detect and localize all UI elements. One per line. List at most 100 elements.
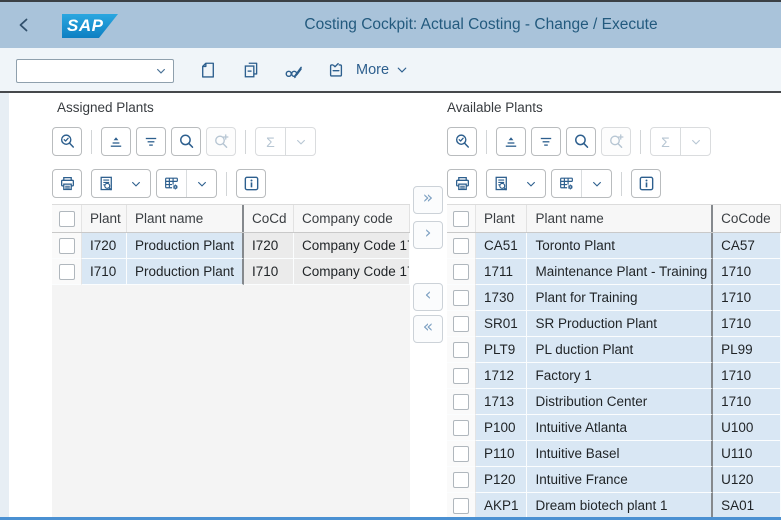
sap-window: SAP Costing Cockpit: Actual Costing - Ch… [0, 0, 781, 520]
toolbar-separator [621, 172, 622, 196]
row-checkbox[interactable] [453, 420, 469, 436]
layout-settings-button[interactable] [551, 169, 612, 198]
back-icon [16, 17, 32, 33]
cell-cocode: 1710 [713, 311, 781, 337]
sort-descending-icon [143, 134, 159, 150]
row-checkbox[interactable] [453, 472, 469, 488]
cell-cocode: 1710 [713, 285, 781, 311]
back-button[interactable] [14, 15, 34, 35]
variant-button[interactable] [324, 59, 348, 81]
print-button[interactable] [447, 169, 477, 198]
available-grid-toolbar-1: Σ [447, 127, 711, 156]
info-button[interactable] [236, 169, 266, 198]
chevron-down-icon [121, 170, 150, 197]
find-next-button [206, 127, 236, 156]
table-row[interactable]: 1711 Maintenance Plant - Training 1710 [447, 259, 781, 285]
cell-plant-name: Production Plant [127, 259, 244, 285]
create-button[interactable] [196, 59, 220, 81]
table-row[interactable]: 1713 Distribution Center 1710 [447, 389, 781, 415]
page-title: Costing Cockpit: Actual Costing - Change… [304, 16, 657, 34]
table-row[interactable]: CA51 Toronto Plant CA57 [447, 233, 781, 259]
chevron-left-icon: ‹ [425, 287, 432, 304]
table-row[interactable]: SR01 SR Production Plant 1710 [447, 311, 781, 337]
cell-plant-name: Distribution Center [527, 389, 713, 415]
column-header-plant[interactable]: Plant [82, 205, 127, 232]
table-row[interactable]: I710 Production Plant I710 Company Code … [52, 259, 410, 285]
cell-cocode: CA57 [713, 233, 781, 259]
views-button[interactable] [486, 169, 546, 198]
command-field[interactable] [16, 59, 174, 83]
find-button[interactable] [566, 127, 596, 156]
cell-plant-name: Dream biotech plant 1 [527, 493, 713, 517]
move-all-left-button[interactable]: « [413, 315, 443, 343]
table-row[interactable]: P100 Intuitive Atlanta U100 [447, 415, 781, 441]
row-checkbox[interactable] [453, 342, 469, 358]
print-icon [59, 175, 76, 192]
cell-plant-name: Toronto Plant [527, 233, 713, 259]
search-more-icon [608, 133, 625, 150]
row-checkbox[interactable] [453, 446, 469, 462]
table-row[interactable]: P120 Intuitive France U120 [447, 467, 781, 493]
chevron-down-icon [681, 128, 710, 155]
sort-descending-button[interactable] [136, 127, 166, 156]
sort-descending-button[interactable] [531, 127, 561, 156]
left-margin-strip [0, 93, 9, 517]
row-select-cell [447, 285, 476, 311]
column-header-plant-name[interactable]: Plant name [527, 205, 713, 232]
info-icon [243, 175, 260, 192]
sort-ascending-button[interactable] [101, 127, 131, 156]
select-all-cell [447, 205, 476, 232]
move-left-button[interactable]: ‹ [413, 283, 443, 311]
chevron-down-icon[interactable] [155, 65, 167, 77]
table-row[interactable]: 1712 Factory 1 1710 [447, 363, 781, 389]
row-select-cell [447, 337, 476, 363]
layout-settings-button[interactable] [156, 169, 217, 198]
select-all-checkbox[interactable] [453, 211, 469, 227]
sort-ascending-button[interactable] [496, 127, 526, 156]
details-button[interactable] [447, 127, 477, 156]
row-checkbox[interactable] [453, 264, 469, 280]
select-all-checkbox[interactable] [59, 211, 75, 227]
row-checkbox[interactable] [453, 290, 469, 306]
move-right-button[interactable]: › [413, 221, 443, 249]
command-input[interactable] [17, 60, 155, 82]
column-header-cocode[interactable]: CoCode [713, 205, 781, 232]
assigned-grid-toolbar-2 [52, 169, 266, 198]
toolbar-separator [245, 130, 246, 154]
column-header-plant[interactable]: Plant [476, 205, 527, 232]
copy-button[interactable] [239, 59, 263, 81]
cell-cocode: 1710 [713, 389, 781, 415]
row-select-cell [447, 441, 476, 467]
table-row[interactable]: AKP1 Dream biotech plant 1 SA01 [447, 493, 781, 517]
table-row[interactable]: P110 Intuitive Basel U110 [447, 441, 781, 467]
row-checkbox[interactable] [59, 238, 75, 254]
table-row[interactable]: 1730 Plant for Training 1710 [447, 285, 781, 311]
row-select-cell [52, 233, 82, 259]
total-split-button: Σ [650, 127, 711, 156]
row-checkbox[interactable] [453, 394, 469, 410]
details-button[interactable] [52, 127, 82, 156]
row-checkbox[interactable] [453, 238, 469, 254]
print-button[interactable] [52, 169, 82, 198]
more-button[interactable]: More [356, 59, 408, 81]
info-button[interactable] [631, 169, 661, 198]
column-header-cocd[interactable]: CoCd [244, 205, 294, 232]
move-all-right-button[interactable]: » [413, 186, 443, 214]
column-header-company-code[interactable]: Company code [294, 205, 410, 232]
row-checkbox[interactable] [59, 264, 75, 280]
row-checkbox[interactable] [453, 316, 469, 332]
cell-cocd: I720 [244, 233, 294, 259]
cell-company-code: Company Code 17 [294, 259, 410, 285]
row-checkbox[interactable] [453, 368, 469, 384]
display-change-button[interactable] [281, 59, 305, 81]
column-header-plant-name[interactable]: Plant name [127, 205, 244, 232]
cell-plant-name: Production Plant [127, 233, 244, 259]
cell-cocd: I710 [244, 259, 294, 285]
cell-cocode: U110 [713, 441, 781, 467]
table-row[interactable]: PLT9 PL duction Plant PL99 [447, 337, 781, 363]
views-button[interactable] [91, 169, 151, 198]
table-row[interactable]: I720 Production Plant I720 Company Code … [52, 233, 410, 259]
chevron-down-icon [286, 128, 315, 155]
find-button[interactable] [171, 127, 201, 156]
row-checkbox[interactable] [453, 498, 469, 514]
